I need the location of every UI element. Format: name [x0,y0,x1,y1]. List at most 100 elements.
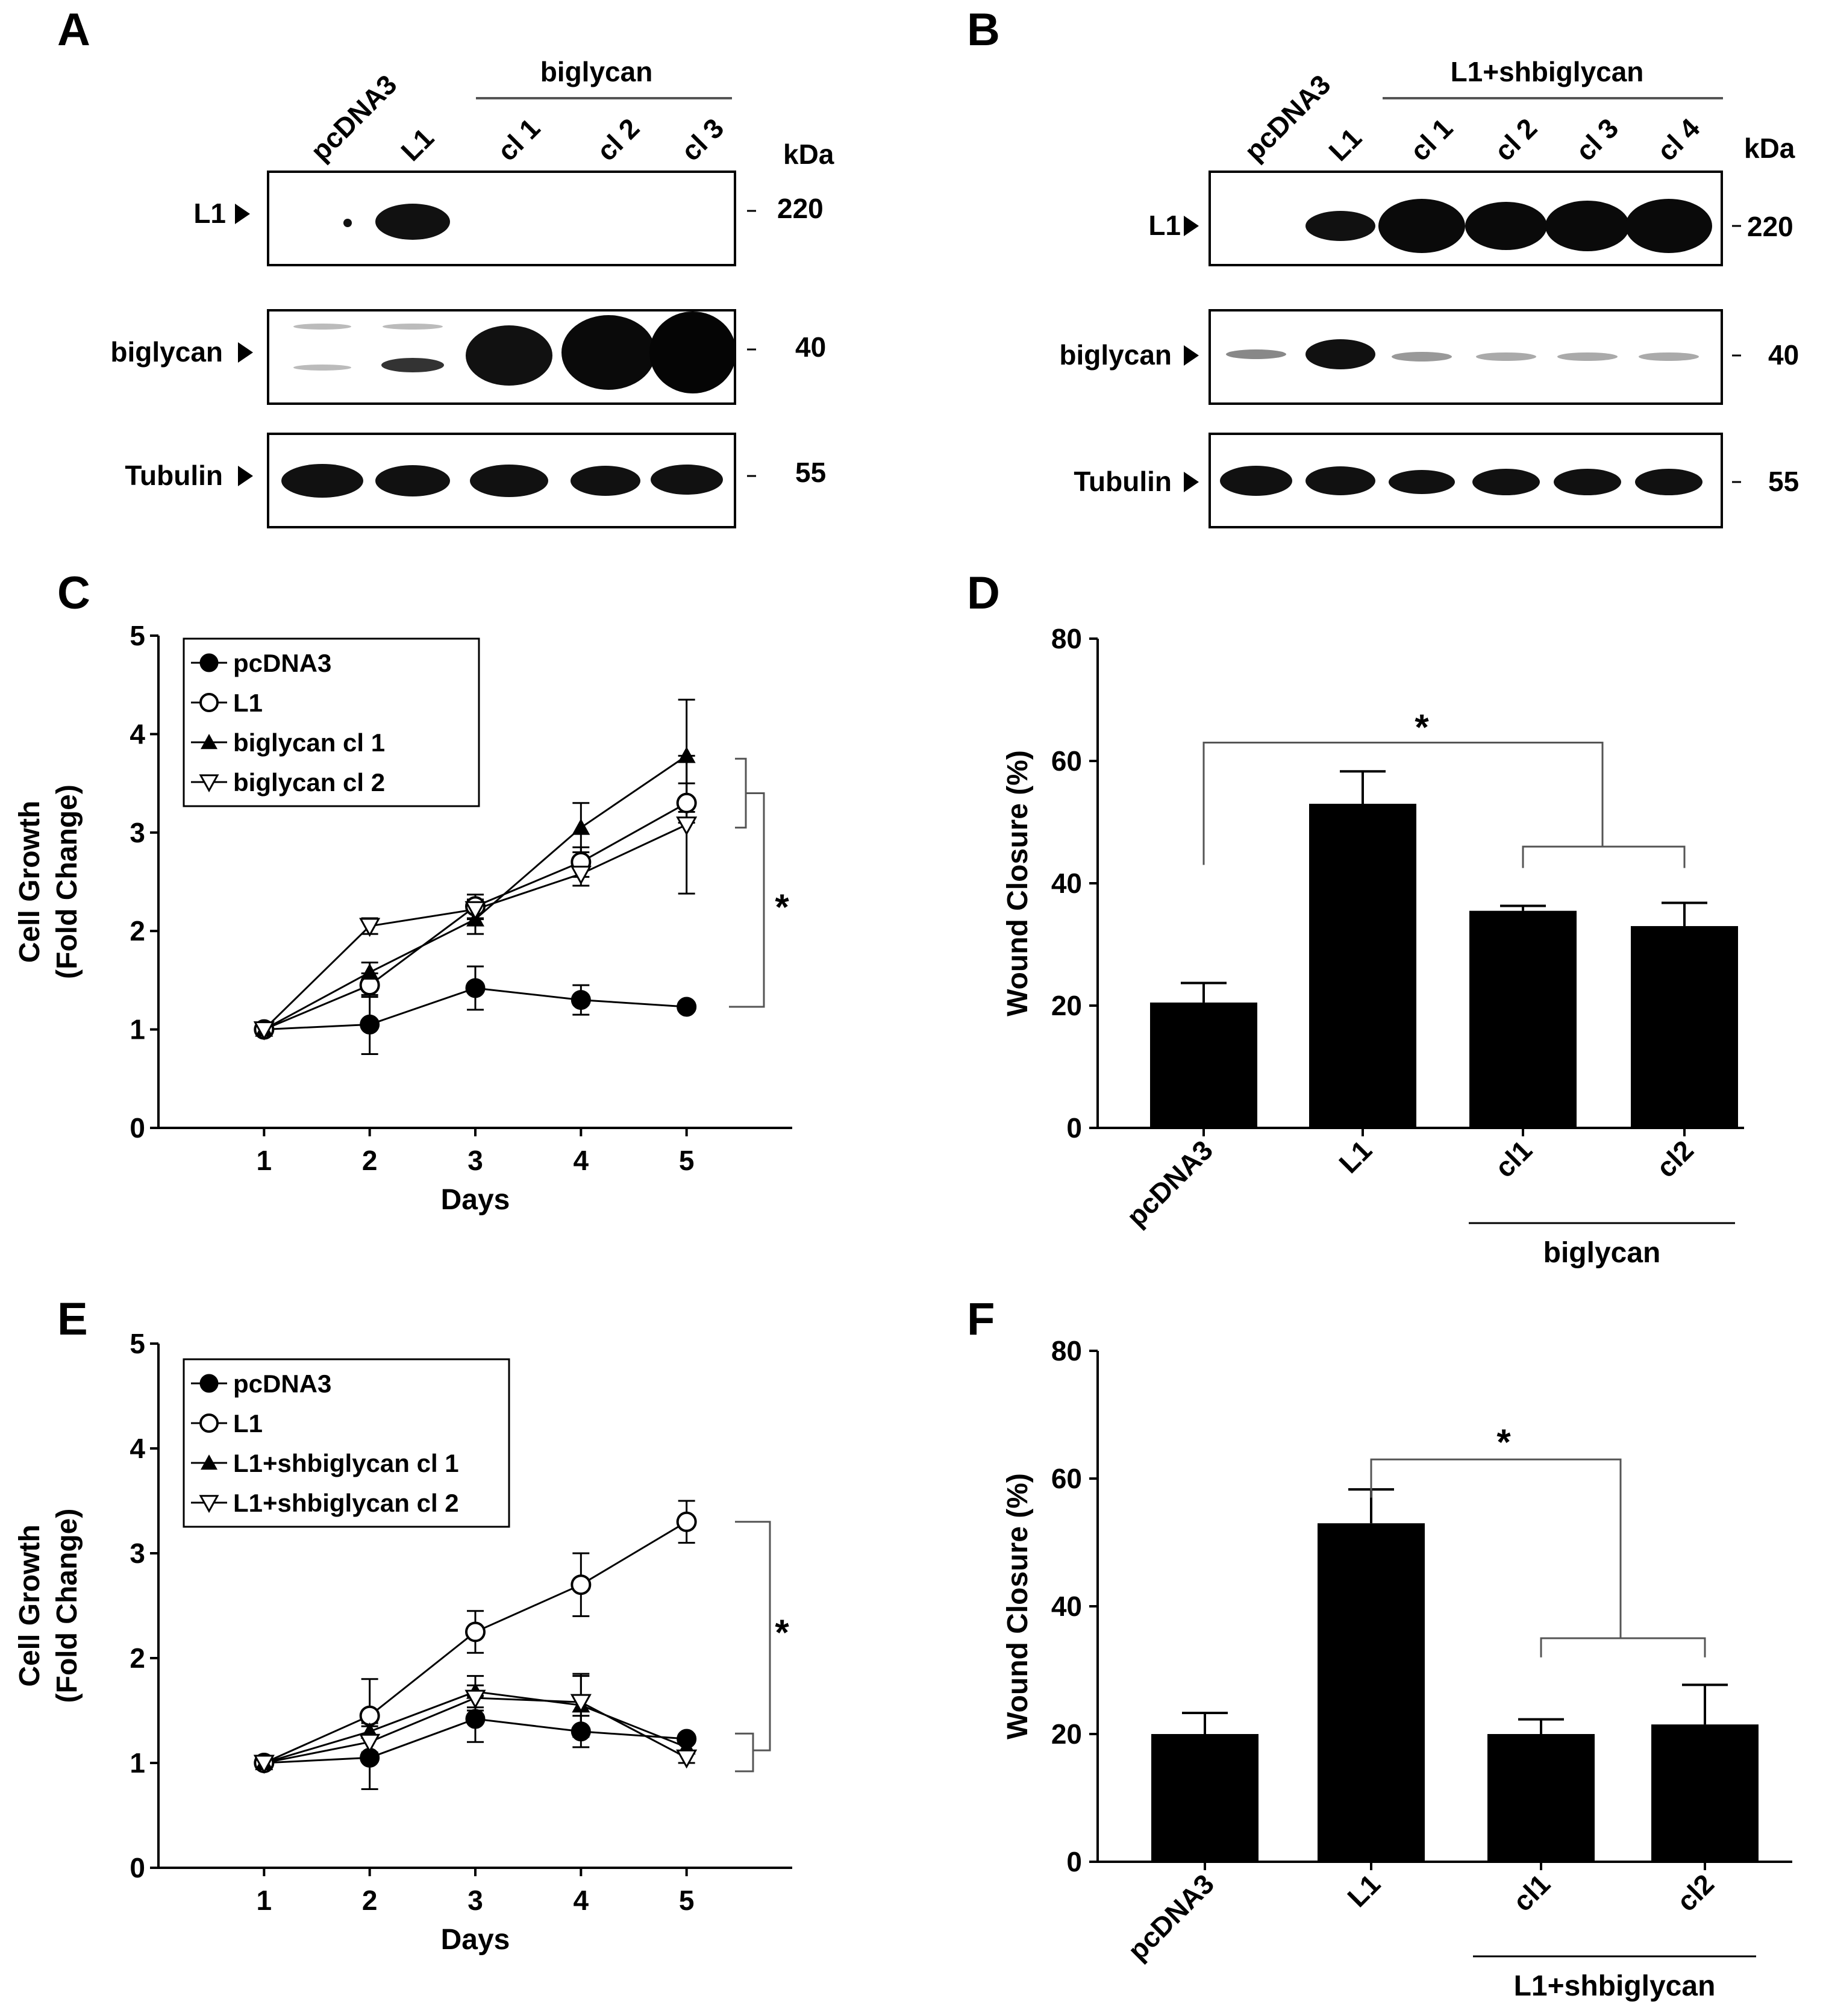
x-tick-label: L1 [1333,1134,1378,1179]
blot-band [1476,352,1536,361]
data-point [465,978,486,998]
bar [1309,804,1416,1128]
x-tick-label: 1 [257,1145,272,1176]
data-point [676,792,697,813]
blot-a-lane-label: cl 3 [675,112,730,167]
blot-band [381,358,444,372]
panel-letter-f: F [967,1294,995,1345]
panel-letter-a: A [57,4,90,55]
blot-a-kda-value: 55 [795,457,826,488]
bar [1318,1523,1425,1862]
y-tick-label: 5 [130,620,145,651]
significance-star: * [775,1612,789,1653]
legend-box [183,637,480,807]
data-point [676,1749,698,1769]
x-tick-label: 2 [362,1885,378,1916]
x-tick-label: 1 [257,1885,272,1916]
blot-band [293,324,351,330]
x-axis-title: Days [441,1184,510,1216]
bar [1631,926,1738,1128]
blot-band [1472,469,1540,495]
blot-band [1545,201,1630,251]
x-tick-label: cl1 [1489,1134,1538,1183]
blot-b-lane-label: pcDNA3 [1238,69,1336,167]
blot-band [1305,339,1375,369]
data-point [201,734,217,750]
blot-band [293,365,351,371]
legend-label: L1 [233,1409,263,1438]
blot-band [1635,469,1702,495]
bar [1469,910,1577,1128]
y-axis-title: Wound Closure (%) [1002,1473,1034,1739]
blot-a-kda-label: kDa [783,139,834,170]
blot-band [1639,352,1699,361]
data-point [572,818,590,835]
blot-band [383,324,443,330]
arrowhead-icon [1184,472,1199,492]
x-tick-label: pcDNA3 [1122,1868,1220,1966]
blot-spot [343,219,352,227]
x-tick-label: cl2 [1671,1868,1720,1917]
blot-band [1557,352,1618,361]
y-tick-label: 2 [130,1642,145,1674]
data-point [571,1574,592,1595]
y-tick-label: 40 [1051,1591,1082,1622]
blot-a-kda-value: 40 [795,331,826,363]
y-axis-title: (Fold Change) [51,1509,83,1703]
data-point [571,1721,591,1742]
y-axis-title: Wound Closure (%) [1002,750,1034,1016]
x-tick-label: L1 [1341,1868,1386,1913]
x-tick-label: 3 [467,1145,483,1176]
legend-label: L1+shbiglycan cl 1 [233,1449,459,1477]
y-tick-label: 4 [130,718,145,750]
y-tick-label: 0 [1066,1112,1082,1144]
data-point [570,1694,592,1714]
significance-bracket [1540,1637,1706,1658]
blot-b-row-label: biglycan [1059,339,1172,371]
y-tick-label: 2 [130,915,145,947]
data-point [676,816,698,836]
y-tick-label: 80 [1051,1335,1082,1366]
significance-star: * [775,887,789,927]
data-point [199,1374,219,1393]
data-point [465,1709,486,1729]
x-tick-label: cl1 [1507,1868,1556,1917]
blot-b-lane-label: cl 1 [1404,112,1459,167]
x-tick-label: 5 [679,1885,695,1916]
blot-a-group-label: biglycan [540,56,653,87]
data-point [464,901,486,921]
blot-a-row-label: L1 [193,198,226,229]
data-point [359,1733,381,1753]
x-tick-label: 5 [679,1145,695,1176]
blot-band [1554,469,1621,495]
blot-band [375,204,450,240]
data-point [199,653,219,672]
x-tick-label: 2 [362,1145,378,1176]
blot-b-lane-label: cl 4 [1651,112,1706,167]
y-tick-label: 20 [1051,1718,1082,1750]
y-tick-label: 3 [130,817,145,848]
data-point [199,693,219,712]
data-point [571,990,591,1010]
x-tick-label: 3 [467,1885,483,1916]
legend-label: L1 [233,689,263,717]
blot-a-row-label: Tubulin [125,460,223,491]
blot-b-strip [1208,309,1723,405]
significance-bracket [735,757,747,829]
arrowhead-icon [1184,216,1199,236]
bar [1151,1734,1259,1862]
blot-band [1389,470,1455,494]
data-point [360,1014,380,1035]
group-label: L1+shbiglycan [1514,1970,1716,2002]
panel-letter-e: E [57,1294,88,1345]
x-tick-label: pcDNA3 [1121,1134,1219,1232]
y-tick-label: 4 [130,1433,145,1464]
significance-bracket [729,792,765,1008]
y-tick-label: 1 [130,1014,145,1045]
data-point [570,865,592,885]
arrowhead-icon [238,342,253,363]
blot-a-strip [267,171,736,266]
x-axis-title: Days [441,1924,510,1956]
blot-band [281,464,363,498]
significance-bracket [1522,845,1686,868]
